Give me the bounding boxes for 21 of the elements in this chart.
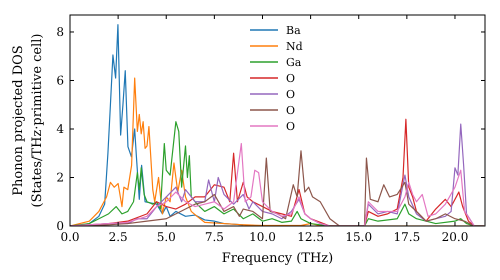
x-tick-label: 10.0 bbox=[249, 230, 276, 244]
x-tick-label: 12.5 bbox=[297, 230, 324, 244]
x-axis-title: Frequency (THz) bbox=[222, 251, 334, 266]
y-axis-title: Phonon projected DOS (States/THz·primitive cell) bbox=[11, 33, 45, 208]
legend-label: Ga bbox=[286, 56, 302, 69]
x-tick-label: 15.0 bbox=[345, 230, 372, 244]
y-tick-label: 6 bbox=[56, 74, 64, 88]
legend-label: Nd bbox=[286, 40, 303, 53]
y-tick-label: 4 bbox=[56, 122, 64, 136]
y-tick-label: 8 bbox=[56, 25, 64, 40]
legend-label: O bbox=[286, 120, 296, 133]
x-tick-label: 17.5 bbox=[393, 230, 420, 244]
x-tick-label: 5.0 bbox=[156, 230, 176, 244]
legend-label: O bbox=[286, 104, 296, 117]
legend-label: O bbox=[286, 88, 296, 101]
x-tick-label: 20.0 bbox=[442, 230, 468, 244]
legend-label: Ba bbox=[286, 24, 302, 37]
legend-label: O bbox=[286, 72, 296, 85]
x-tick-label: 2.5 bbox=[108, 230, 128, 244]
y-tick-label: 2 bbox=[56, 170, 64, 185]
x-tick-label: 7.5 bbox=[204, 230, 224, 244]
